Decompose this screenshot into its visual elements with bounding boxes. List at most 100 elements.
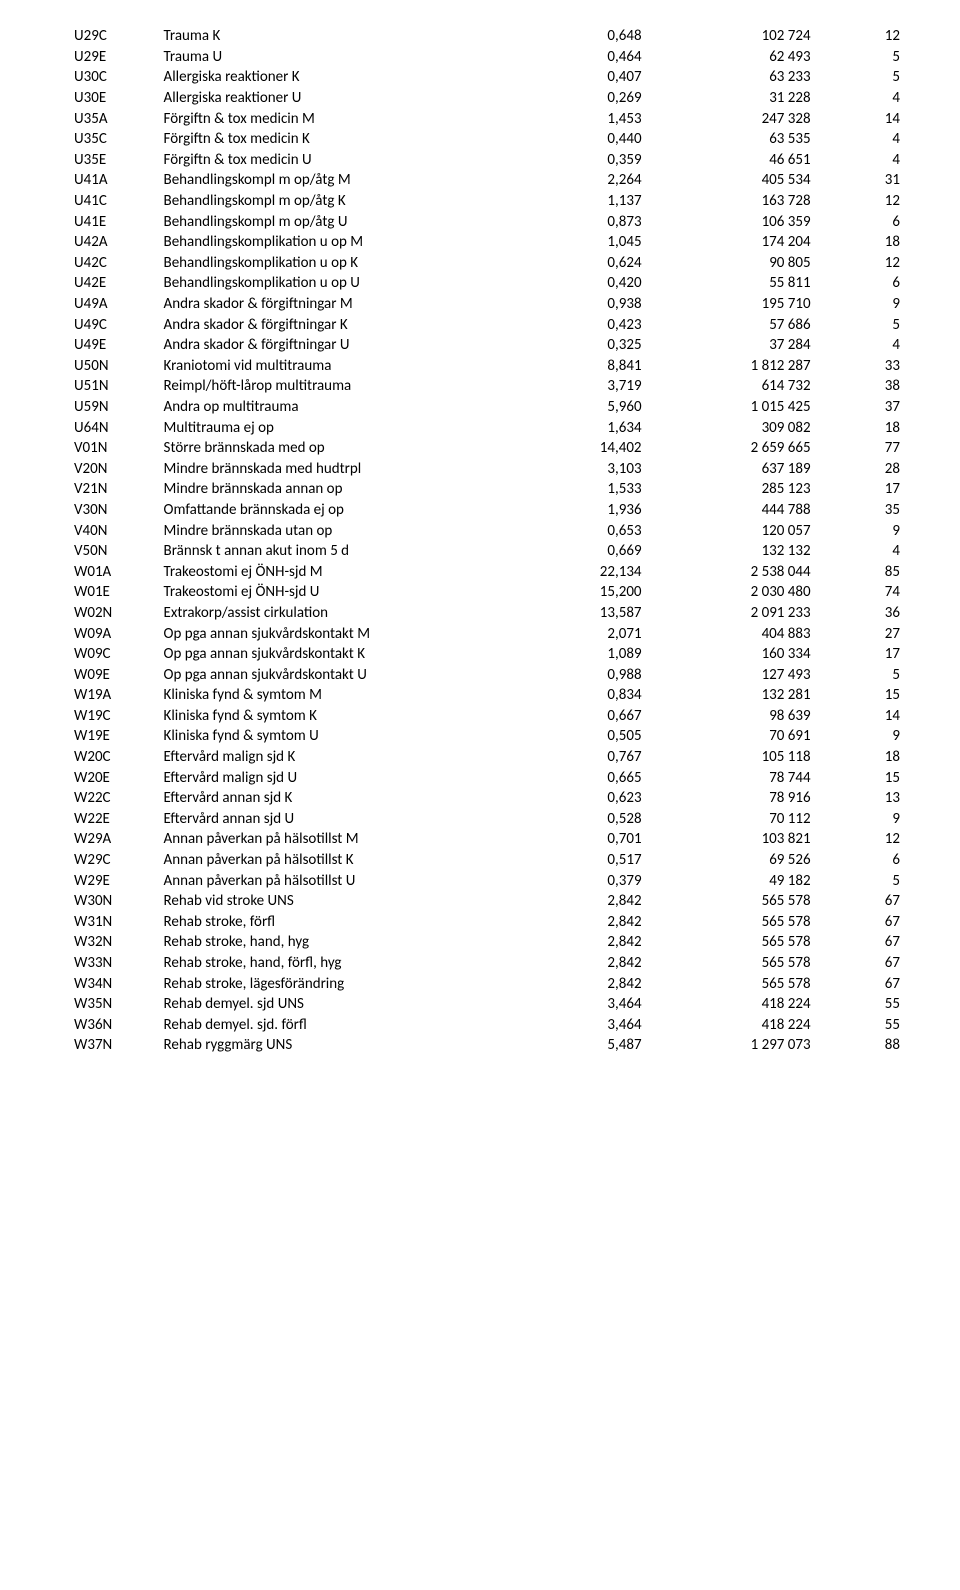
cell-code: U59N: [74, 397, 164, 418]
cell-code: W09A: [74, 623, 164, 644]
cell-value1: 2,842: [512, 973, 641, 994]
cell-value1: 1,089: [512, 644, 641, 665]
cell-description: Allergiska reaktioner U: [164, 88, 513, 109]
cell-value1: 0,440: [512, 129, 641, 150]
cell-value2: 2 030 480: [642, 582, 811, 603]
cell-value3: 5: [811, 870, 900, 891]
table-row: W37NRehab ryggmärg UNS5,4871 297 07388: [74, 1035, 900, 1056]
table-row: U41EBehandlingskompl m op/åtg U0,873106 …: [74, 211, 900, 232]
cell-value2: 63 535: [642, 129, 811, 150]
cell-value2: 78 744: [642, 767, 811, 788]
table-row: U42CBehandlingskomplikation u op K0,6249…: [74, 253, 900, 274]
table-row: W01ETrakeostomi ej ÖNH-sjd U15,2002 030 …: [74, 582, 900, 603]
cell-description: Trauma K: [164, 26, 513, 47]
cell-value3: 67: [811, 973, 900, 994]
cell-code: W29E: [74, 870, 164, 891]
table-row: U35EFörgiftn & tox medicin U0,35946 6514: [74, 150, 900, 171]
cell-value1: 0,701: [512, 829, 641, 850]
cell-description: Förgiftn & tox medicin M: [164, 108, 513, 129]
cell-value2: 1 015 425: [642, 397, 811, 418]
table-row: W02NExtrakorp/assist cirkulation13,5872 …: [74, 603, 900, 624]
cell-value3: 5: [811, 314, 900, 335]
cell-code: V40N: [74, 520, 164, 541]
cell-description: Rehab stroke, hand, hyg: [164, 932, 513, 953]
table-row: U49AAndra skador & förgiftningar M0,9381…: [74, 294, 900, 315]
cell-description: Trakeostomi ej ÖNH-sjd M: [164, 561, 513, 582]
cell-code: W22C: [74, 788, 164, 809]
cell-value3: 55: [811, 994, 900, 1015]
cell-value2: 63 233: [642, 67, 811, 88]
cell-code: U29C: [74, 26, 164, 47]
table-row: V20NMindre brännskada med hudtrpl3,10363…: [74, 458, 900, 479]
table-row: U30CAllergiska reaktioner K0,40763 2335: [74, 67, 900, 88]
cell-value3: 15: [811, 685, 900, 706]
cell-description: Op pga annan sjukvårdskontakt U: [164, 664, 513, 685]
cell-value1: 1,137: [512, 191, 641, 212]
cell-value1: 2,842: [512, 912, 641, 933]
cell-description: Behandlingskomplikation u op M: [164, 232, 513, 253]
cell-value1: 2,842: [512, 953, 641, 974]
cell-value2: 614 732: [642, 376, 811, 397]
cell-value3: 4: [811, 88, 900, 109]
cell-value3: 4: [811, 150, 900, 171]
cell-value1: 0,653: [512, 520, 641, 541]
cell-code: W32N: [74, 932, 164, 953]
table-row: W29EAnnan påverkan på hälsotillst U0,379…: [74, 870, 900, 891]
cell-value2: 31 228: [642, 88, 811, 109]
table-row: W36NRehab demyel. sjd. förfl3,464418 224…: [74, 1015, 900, 1036]
cell-code: W35N: [74, 994, 164, 1015]
cell-description: Rehab demyel. sjd. förfl: [164, 1015, 513, 1036]
cell-value2: 132 281: [642, 685, 811, 706]
cell-description: Trauma U: [164, 47, 513, 68]
cell-code: U41C: [74, 191, 164, 212]
table-row: U29CTrauma K0,648102 72412: [74, 26, 900, 47]
cell-value2: 127 493: [642, 664, 811, 685]
table-row: W20EEftervård malign sjd U0,66578 74415: [74, 767, 900, 788]
cell-value1: 2,071: [512, 623, 641, 644]
cell-code: W19E: [74, 726, 164, 747]
cell-value2: 163 728: [642, 191, 811, 212]
table-row: U42ABehandlingskomplikation u op M1,0451…: [74, 232, 900, 253]
table-row: W35NRehab demyel. sjd UNS3,464418 22455: [74, 994, 900, 1015]
cell-code: W20E: [74, 767, 164, 788]
cell-value3: 5: [811, 67, 900, 88]
cell-value1: 13,587: [512, 603, 641, 624]
cell-value1: 2,842: [512, 932, 641, 953]
cell-value2: 98 639: [642, 706, 811, 727]
cell-value1: 0,648: [512, 26, 641, 47]
cell-code: W29C: [74, 850, 164, 871]
cell-code: W02N: [74, 603, 164, 624]
cell-value2: 444 788: [642, 500, 811, 521]
table-row: W30NRehab vid stroke UNS2,842565 57867: [74, 891, 900, 912]
table-row: V30NOmfattande brännskada ej op1,936444 …: [74, 500, 900, 521]
cell-value3: 67: [811, 891, 900, 912]
cell-value1: 15,200: [512, 582, 641, 603]
cell-description: Multitrauma ej op: [164, 417, 513, 438]
cell-value2: 637 189: [642, 458, 811, 479]
cell-value2: 247 328: [642, 108, 811, 129]
cell-description: Op pga annan sjukvårdskontakt K: [164, 644, 513, 665]
cell-value3: 9: [811, 726, 900, 747]
cell-value1: 0,420: [512, 273, 641, 294]
cell-value2: 1 812 287: [642, 356, 811, 377]
cell-value3: 12: [811, 829, 900, 850]
cell-value1: 0,834: [512, 685, 641, 706]
table-row: U64NMultitrauma ej op1,634309 08218: [74, 417, 900, 438]
cell-description: Annan påverkan på hälsotillst M: [164, 829, 513, 850]
cell-value1: 1,936: [512, 500, 641, 521]
cell-value3: 28: [811, 458, 900, 479]
cell-code: U42A: [74, 232, 164, 253]
cell-description: Rehab vid stroke UNS: [164, 891, 513, 912]
cell-value1: 0,407: [512, 67, 641, 88]
cell-code: W31N: [74, 912, 164, 933]
cell-value2: 285 123: [642, 479, 811, 500]
cell-value2: 57 686: [642, 314, 811, 335]
table-row: U49EAndra skador & förgiftningar U0,3253…: [74, 335, 900, 356]
cell-code: V50N: [74, 541, 164, 562]
cell-value1: 0,517: [512, 850, 641, 871]
cell-value1: 0,528: [512, 809, 641, 830]
table-row: W22CEftervård annan sjd K0,62378 91613: [74, 788, 900, 809]
cell-value3: 67: [811, 953, 900, 974]
cell-code: W34N: [74, 973, 164, 994]
cell-value1: 3,464: [512, 994, 641, 1015]
